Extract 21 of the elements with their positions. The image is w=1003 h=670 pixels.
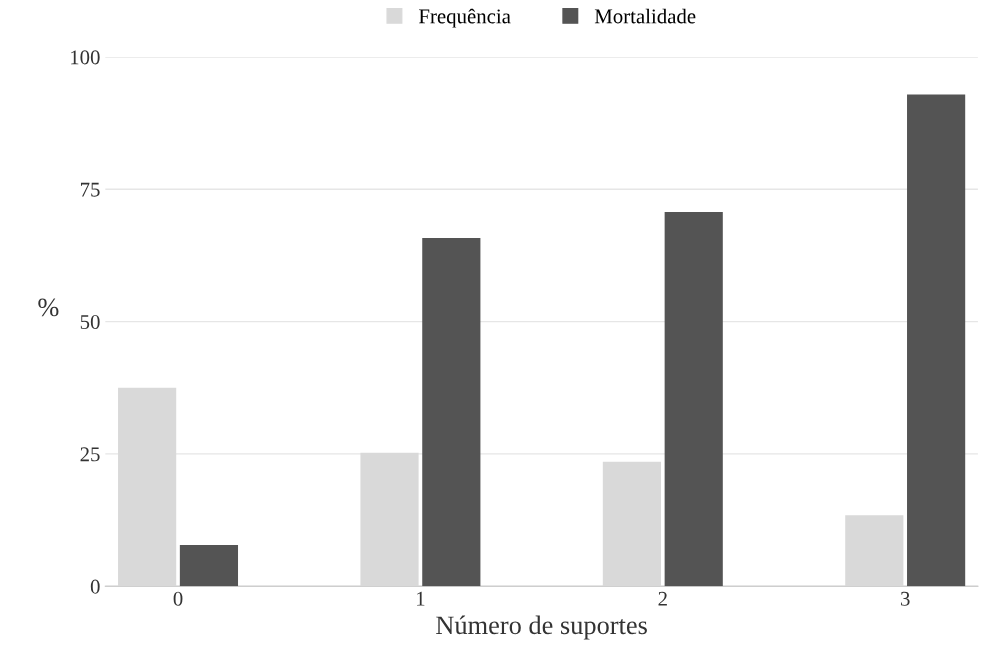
y-tick-label: 75 (80, 182, 100, 197)
x-tick-label: 2 (658, 591, 667, 606)
x-tick-label: 1 (417, 591, 425, 606)
bar (845, 515, 904, 587)
legend-label: Mortalidade (594, 8, 696, 24)
bar (907, 94, 966, 587)
bar (602, 461, 661, 587)
bar (179, 544, 239, 587)
bar (118, 387, 177, 587)
x-tick-label: 3 (901, 591, 910, 606)
x-tick-label: 0 (173, 591, 183, 606)
bar (422, 237, 481, 587)
bar (664, 212, 723, 587)
y-tick-label: 50 (80, 314, 100, 330)
y-tick-label: 0 (90, 579, 100, 594)
legend-label: Frequência (418, 8, 511, 28)
y-tick-label: 25 (80, 447, 100, 462)
y-tick-label: 100 (71, 50, 100, 65)
y-axis-title: % (38, 298, 59, 317)
x-axis-title: Número de suportes (436, 615, 647, 640)
bar (360, 452, 419, 587)
